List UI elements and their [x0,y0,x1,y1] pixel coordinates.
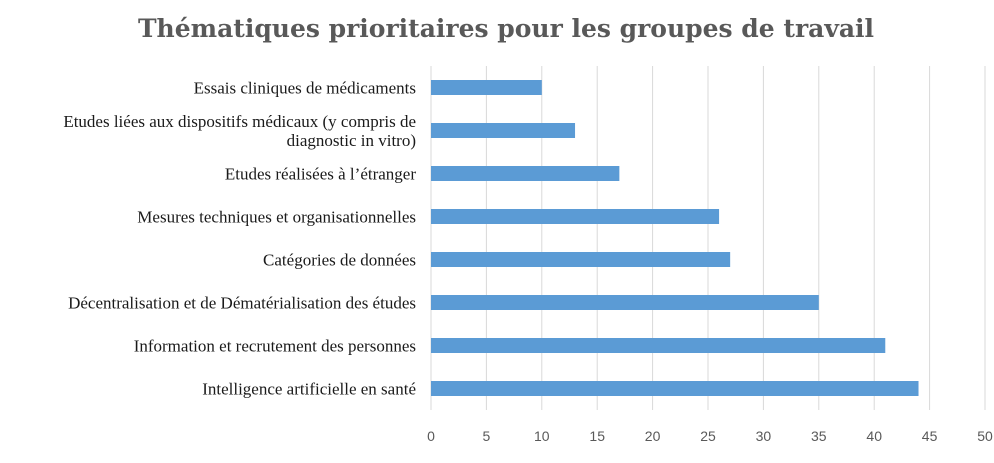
bar [431,252,731,267]
bar [431,80,542,95]
bar [431,123,576,138]
category-label: Catégories de données [263,251,416,270]
x-tick-label: 15 [589,428,605,444]
x-tick-label: 45 [922,428,938,444]
category-label: Etudes réalisées à l’étranger [225,165,416,184]
gridlines [430,66,986,410]
category-label: diagnostic in vitro) [287,131,416,150]
category-label: Information et recrutement des personnes [134,337,416,356]
x-tick-label: 20 [645,428,661,444]
x-axis-ticks: 0 5 10 15 20 25 30 35 40 45 50 [427,428,993,444]
category-labels: Essais cliniques de médicaments Etudes li… [63,79,416,399]
x-tick-label: 25 [700,428,716,444]
x-tick-label: 35 [811,428,827,444]
x-tick-label: 40 [866,428,882,444]
bar [431,166,620,181]
bars [431,80,919,396]
bar [431,338,886,353]
chart-title: Thématiques prioritaires pour les groupe… [138,14,874,43]
bar [431,295,819,310]
category-label: Intelligence artificielle en santé [202,380,416,399]
category-label: Etudes liées aux dispositifs médicaux (y… [63,112,416,131]
x-tick-label: 30 [756,428,772,444]
x-tick-label: 10 [534,428,550,444]
x-tick-label: 50 [977,428,993,444]
x-tick-label: 0 [427,428,435,444]
bar [431,381,919,396]
category-label: Décentralisation et de Dématérialisation… [68,294,416,313]
category-label: Essais cliniques de médicaments [194,79,416,98]
x-tick-label: 5 [483,428,491,444]
bar [431,209,720,224]
category-label: Mesures techniques et organisationnelles [137,208,416,227]
